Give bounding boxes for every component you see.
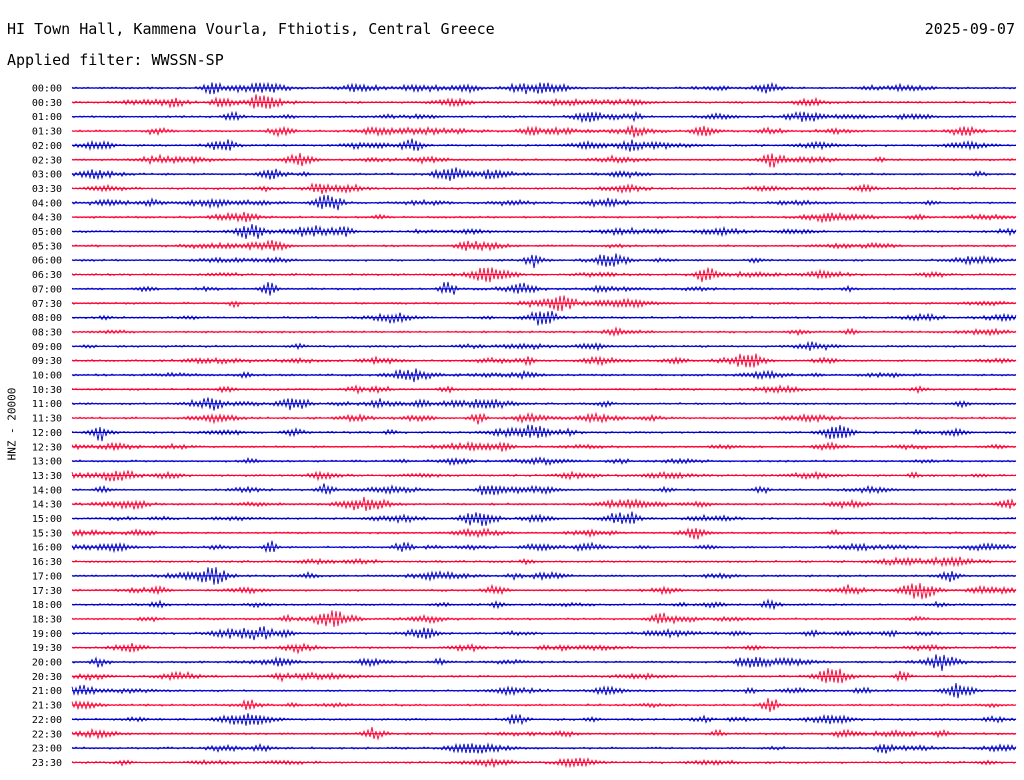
row-time-label: 14:30: [32, 500, 62, 511]
row-time-label: 02:00: [32, 141, 62, 152]
row-time-label: 05:30: [32, 241, 62, 252]
row-time-label: 20:00: [32, 658, 62, 669]
row-time-label: 21:00: [32, 686, 62, 697]
row-time-label: 15:00: [32, 514, 62, 525]
row-time-label: 09:30: [32, 356, 62, 367]
seismic-trace-row: [71, 94, 1017, 109]
station-title: HI Town Hall, Kammena Vourla, Fthiotis, …: [7, 20, 495, 38]
row-time-label: 23:30: [32, 758, 62, 769]
row-time-label: 12:00: [32, 428, 62, 439]
seismic-trace-row: [71, 110, 1017, 124]
row-time-label: 04:00: [32, 198, 62, 209]
row-time-label: 23:00: [32, 744, 62, 755]
row-time-label: 01:30: [32, 127, 62, 138]
row-time-label: 02:30: [32, 155, 62, 166]
row-time-label: 16:30: [32, 557, 62, 568]
row-time-label: 07:30: [32, 299, 62, 310]
seismic-trace-row: [71, 527, 1017, 540]
row-time-label: 14:00: [32, 485, 62, 496]
seismic-trace-row: [71, 583, 1017, 600]
row-time-label: 20:30: [32, 672, 62, 683]
row-time-label: 18:00: [32, 600, 62, 611]
row-time-label: 21:30: [32, 701, 62, 712]
seismic-trace-row: [71, 668, 1017, 684]
row-time-label: 06:30: [32, 270, 62, 281]
row-time-label: 00:30: [32, 98, 62, 109]
row-time-label: 15:30: [32, 528, 62, 539]
row-time-label: 03:30: [32, 184, 62, 195]
row-time-label: 18:30: [32, 614, 62, 625]
seismic-trace-row: [71, 727, 1017, 741]
row-time-label: 07:00: [32, 284, 62, 295]
row-time-label: 01:00: [32, 112, 62, 123]
row-time-label: 13:00: [32, 457, 62, 468]
row-time-label: 04:30: [32, 213, 62, 224]
row-time-label: 17:30: [32, 586, 62, 597]
row-time-label: 11:30: [32, 414, 62, 425]
seismic-trace-row: [71, 540, 1017, 554]
row-time-label: 22:30: [32, 729, 62, 740]
row-time-label: 03:00: [32, 170, 62, 181]
row-time-label: 12:30: [32, 442, 62, 453]
row-time-label: 19:30: [32, 643, 62, 654]
row-time-label: 10:00: [32, 371, 62, 382]
row-time-label: 05:00: [32, 227, 62, 238]
row-time-label: 00:00: [32, 84, 62, 95]
row-time-label: 11:00: [32, 399, 62, 410]
row-time-label: 16:00: [32, 543, 62, 554]
row-time-label: 10:30: [32, 385, 62, 396]
row-time-label: 09:00: [32, 342, 62, 353]
filter-label: Applied filter: WWSSN-SP: [7, 51, 224, 69]
row-time-label: 08:30: [32, 327, 62, 338]
row-time-label: 19:00: [32, 629, 62, 640]
row-time-label: 13:30: [32, 471, 62, 482]
seismic-trace-row: [71, 411, 1017, 425]
row-time-label: 06:00: [32, 256, 62, 267]
plot-date: 2025-09-07: [924, 20, 1015, 38]
row-time-label: 22:00: [32, 715, 62, 726]
row-time-label: 08:00: [32, 313, 62, 324]
row-time-label: 17:00: [32, 571, 62, 582]
